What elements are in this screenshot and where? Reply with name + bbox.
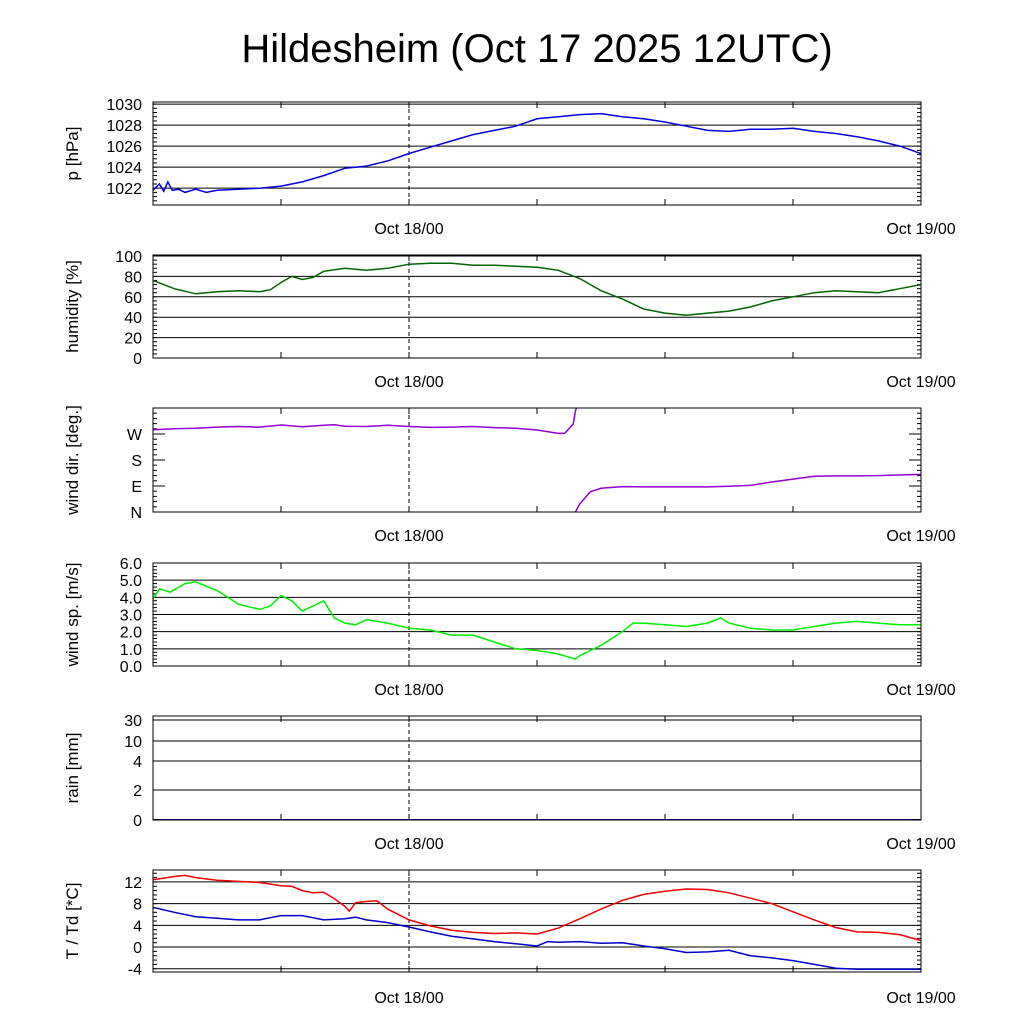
y-axis-label: rain [mm] <box>63 733 82 804</box>
y-tick-label: 8 <box>133 897 142 914</box>
y-tick-label: 1022 <box>106 181 142 198</box>
y-axis-label: humidity [%] <box>63 260 82 353</box>
wind_dir-series <box>153 408 578 435</box>
x-tick-label: Oct 19/00 <box>886 374 955 391</box>
humidity-series <box>153 262 921 316</box>
y-tick-label: 100 <box>115 249 142 266</box>
y-axis-label: wind dir. [deg.] <box>63 405 82 516</box>
y-tick-label: 4 <box>133 754 142 771</box>
y-tick-label: S <box>131 453 142 470</box>
y-tick-label: 1024 <box>106 160 142 177</box>
x-tick-label: Oct 18/00 <box>374 682 443 699</box>
panel-frame <box>152 562 922 667</box>
x-tick-label: Oct 19/00 <box>886 528 955 545</box>
y-tick-label: 3.0 <box>120 608 142 625</box>
x-tick-label: Oct 18/00 <box>374 990 443 1007</box>
temperature-series <box>153 874 921 942</box>
y-tick-label: 1030 <box>106 97 142 114</box>
y-tick-label: 12 <box>124 875 142 892</box>
y-tick-label: 1.0 <box>120 642 142 659</box>
y-tick-label: 0.0 <box>120 659 142 676</box>
x-tick-label: Oct 18/00 <box>374 528 443 545</box>
y-tick-label: 0 <box>133 813 142 830</box>
panel-5: 0 2 4 10 30 Oct 18/00 Oct 19/00 rain [mm] <box>63 713 956 853</box>
y-tick-label: E <box>131 479 142 496</box>
panel-2: 0 20 40 60 80 100 Oct 18/00 Oct 19/00 humidity [… <box>63 249 956 391</box>
y-tick-label: 4.0 <box>120 590 142 607</box>
x-tick-label: Oct 19/00 <box>886 836 955 853</box>
panel-6: -4 0 4 8 12 Oct 18/00 Oct 19/00 T / Td [*C] <box>63 869 956 1007</box>
y-tick-label: N <box>130 505 142 522</box>
y-tick-label: 5.0 <box>120 573 142 590</box>
y-tick-label: 0 <box>133 351 142 368</box>
y-tick-label: -4 <box>128 962 142 979</box>
panel-4: 0.01.02.03.04.05.06.0 Oct 18/00 Oct 19/00 w… <box>63 556 956 699</box>
y-axis-label: p [hPa] <box>63 127 82 181</box>
y-tick-label: 6.0 <box>120 556 142 573</box>
x-tick-label: Oct 18/00 <box>374 374 443 391</box>
y-axis-label: T / Td [*C] <box>63 883 82 960</box>
y-tick-label: 1026 <box>106 139 142 156</box>
y-tick-label: 20 <box>124 331 142 348</box>
panel-frame <box>152 715 922 821</box>
y-tick-label: 10 <box>124 734 142 751</box>
panel-frame <box>152 254 922 359</box>
x-tick-label: Oct 19/00 <box>886 221 955 238</box>
panel-frame <box>152 101 922 206</box>
x-tick-label: Oct 19/00 <box>886 990 955 1007</box>
pressure-series <box>153 112 921 194</box>
dewpoint-series <box>153 906 921 971</box>
y-tick-label: 40 <box>124 310 142 327</box>
y-tick-label: 30 <box>124 713 142 730</box>
panel-1: 1022 1024 1026 1028 1030 Oct 18/00 Oct 19/00 p … <box>63 97 956 238</box>
y-tick-label: 2 <box>133 783 142 800</box>
y-tick-label: 80 <box>124 269 142 286</box>
wind_speed-series <box>153 581 921 660</box>
y-tick-label: 4 <box>133 918 142 935</box>
x-tick-label: Oct 18/00 <box>374 836 443 853</box>
y-tick-label: W <box>127 427 143 444</box>
panel-frame <box>152 407 922 513</box>
y-tick-label: 1028 <box>106 118 142 135</box>
y-tick-label: 0 <box>133 940 142 957</box>
y-tick-label: 2.0 <box>120 625 142 642</box>
panel-frame <box>152 869 922 973</box>
y-axis-label: wind sp. [m/s] <box>63 563 82 668</box>
chart-title: Hildesheim (Oct 17 2025 12UTC) <box>241 27 832 71</box>
x-tick-label: Oct 18/00 <box>374 221 443 238</box>
wind_dir-series <box>574 473 921 512</box>
y-tick-label: 60 <box>124 290 142 307</box>
x-tick-label: Oct 19/00 <box>886 682 955 699</box>
